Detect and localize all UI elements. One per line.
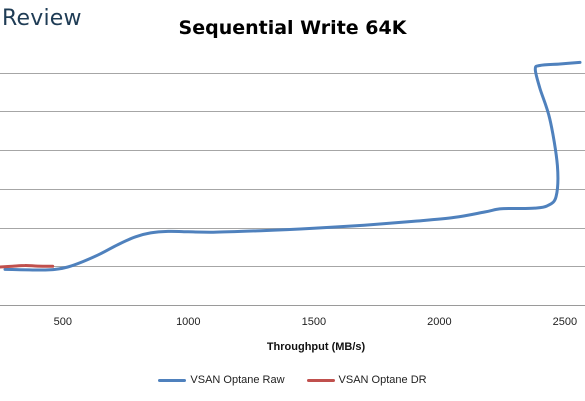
legend-item-1: VSAN Optane Raw — [158, 374, 285, 386]
legend-label: VSAN Optane Raw — [190, 374, 285, 386]
x-tick-label: 500 — [54, 316, 72, 328]
series-group — [0, 60, 582, 272]
legend-item-2: VSAN Optane DR — [306, 374, 427, 386]
chart-title: Sequential Write 64K — [178, 17, 407, 39]
legend-swatch — [306, 378, 335, 382]
x-tick-label: 1500 — [302, 316, 326, 328]
legend: VSAN Optane Raw VSAN Optane DR — [0, 374, 585, 386]
x-tick-label: 2500 — [553, 316, 577, 328]
legend-label: VSAN Optane DR — [338, 374, 427, 386]
series-line-1 — [3, 60, 582, 272]
x-tick-label: 1000 — [176, 316, 200, 328]
gridlines — [0, 73, 585, 306]
brand-logo-text: Review — [2, 6, 82, 31]
legend-swatch — [158, 378, 187, 382]
series-line-2 — [0, 263, 55, 269]
x-tick-label: 2000 — [427, 316, 451, 328]
x-tick-labels: 500 1000 1500 2000 2500 — [54, 316, 578, 328]
x-axis-label: Throughput (MB/s) — [267, 341, 366, 353]
